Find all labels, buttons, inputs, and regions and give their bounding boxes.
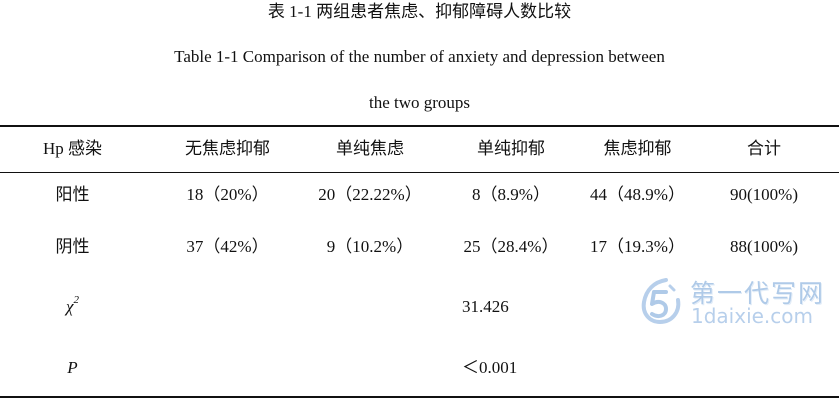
header-hp-infection: Hp 感染: [42, 139, 103, 158]
cell-negative-anxiety-and-depression: 17（19.3%）: [590, 237, 685, 256]
header-total: 合计: [747, 139, 781, 158]
cell-positive-total: 90(100%): [730, 185, 798, 204]
p-value: ＜0.001: [462, 358, 518, 377]
table-title-en-line1: Table 1-1 Comparison of the number of an…: [174, 47, 665, 66]
table-header-row: Hp 感染 无焦虑抑郁 单纯焦虑 单纯抑郁 焦虑抑郁 合计: [0, 136, 839, 162]
table-title-en-line2: the two groups: [368, 93, 471, 112]
cell-positive-anxiety-only: 20（22.22%）: [318, 185, 422, 204]
row-label-negative: 阴性: [55, 237, 90, 256]
header-anxiety-and-depression: 焦虑抑郁: [603, 139, 672, 158]
table-row-negative: 阴性 37（42%） 9（10.2%） 25（28.4%） 17（19.3%） …: [0, 234, 839, 260]
watermark-text-cn: 第一代写网: [690, 279, 826, 308]
table-row-chi-square: χ2 31.426: [0, 294, 839, 320]
table-title-cn: 表 1-1 两组患者焦虑、抑郁障碍人数比较: [267, 2, 572, 21]
chi-square-value: 31.426: [462, 297, 509, 316]
table-bottom-rule: [0, 396, 839, 398]
watermark-logo-icon: [641, 278, 681, 325]
cell-negative-total: 88(100%): [730, 237, 798, 256]
row-label-positive: 阳性: [55, 185, 90, 204]
table-row-p-value: P ＜0.001: [0, 355, 839, 381]
watermark: 第一代写网 1daixie.com: [636, 272, 831, 330]
header-no-anxiety-depression: 无焦虑抑郁: [185, 139, 270, 158]
table-top-rule: [0, 125, 839, 127]
cell-positive-anxiety-and-depression: 44（48.9%）: [590, 185, 685, 204]
cell-negative-depression-only: 25（28.4%）: [463, 237, 559, 256]
chi-square-label: χ2: [20, 294, 125, 320]
cell-negative-no-anxiety-depression: 37（42%）: [186, 237, 269, 256]
table-header-rule: [0, 172, 839, 173]
cell-positive-depression-only: 8（8.9%）: [472, 185, 550, 204]
header-anxiety-only: 单纯焦虑: [336, 139, 404, 158]
cell-negative-anxiety-only: 9（10.2%）: [326, 237, 414, 256]
header-depression-only: 单纯抑郁: [477, 139, 545, 158]
chi-superscript: 2: [73, 294, 79, 307]
cell-positive-no-anxiety-depression: 18（20%）: [186, 185, 269, 204]
p-label: P: [67, 358, 78, 377]
chi-symbol: χ: [66, 297, 74, 316]
table-row-positive: 阳性 18（20%） 20（22.22%） 8（8.9%） 44（48.9%） …: [0, 182, 839, 208]
watermark-url: 1daixie.com: [691, 304, 814, 328]
